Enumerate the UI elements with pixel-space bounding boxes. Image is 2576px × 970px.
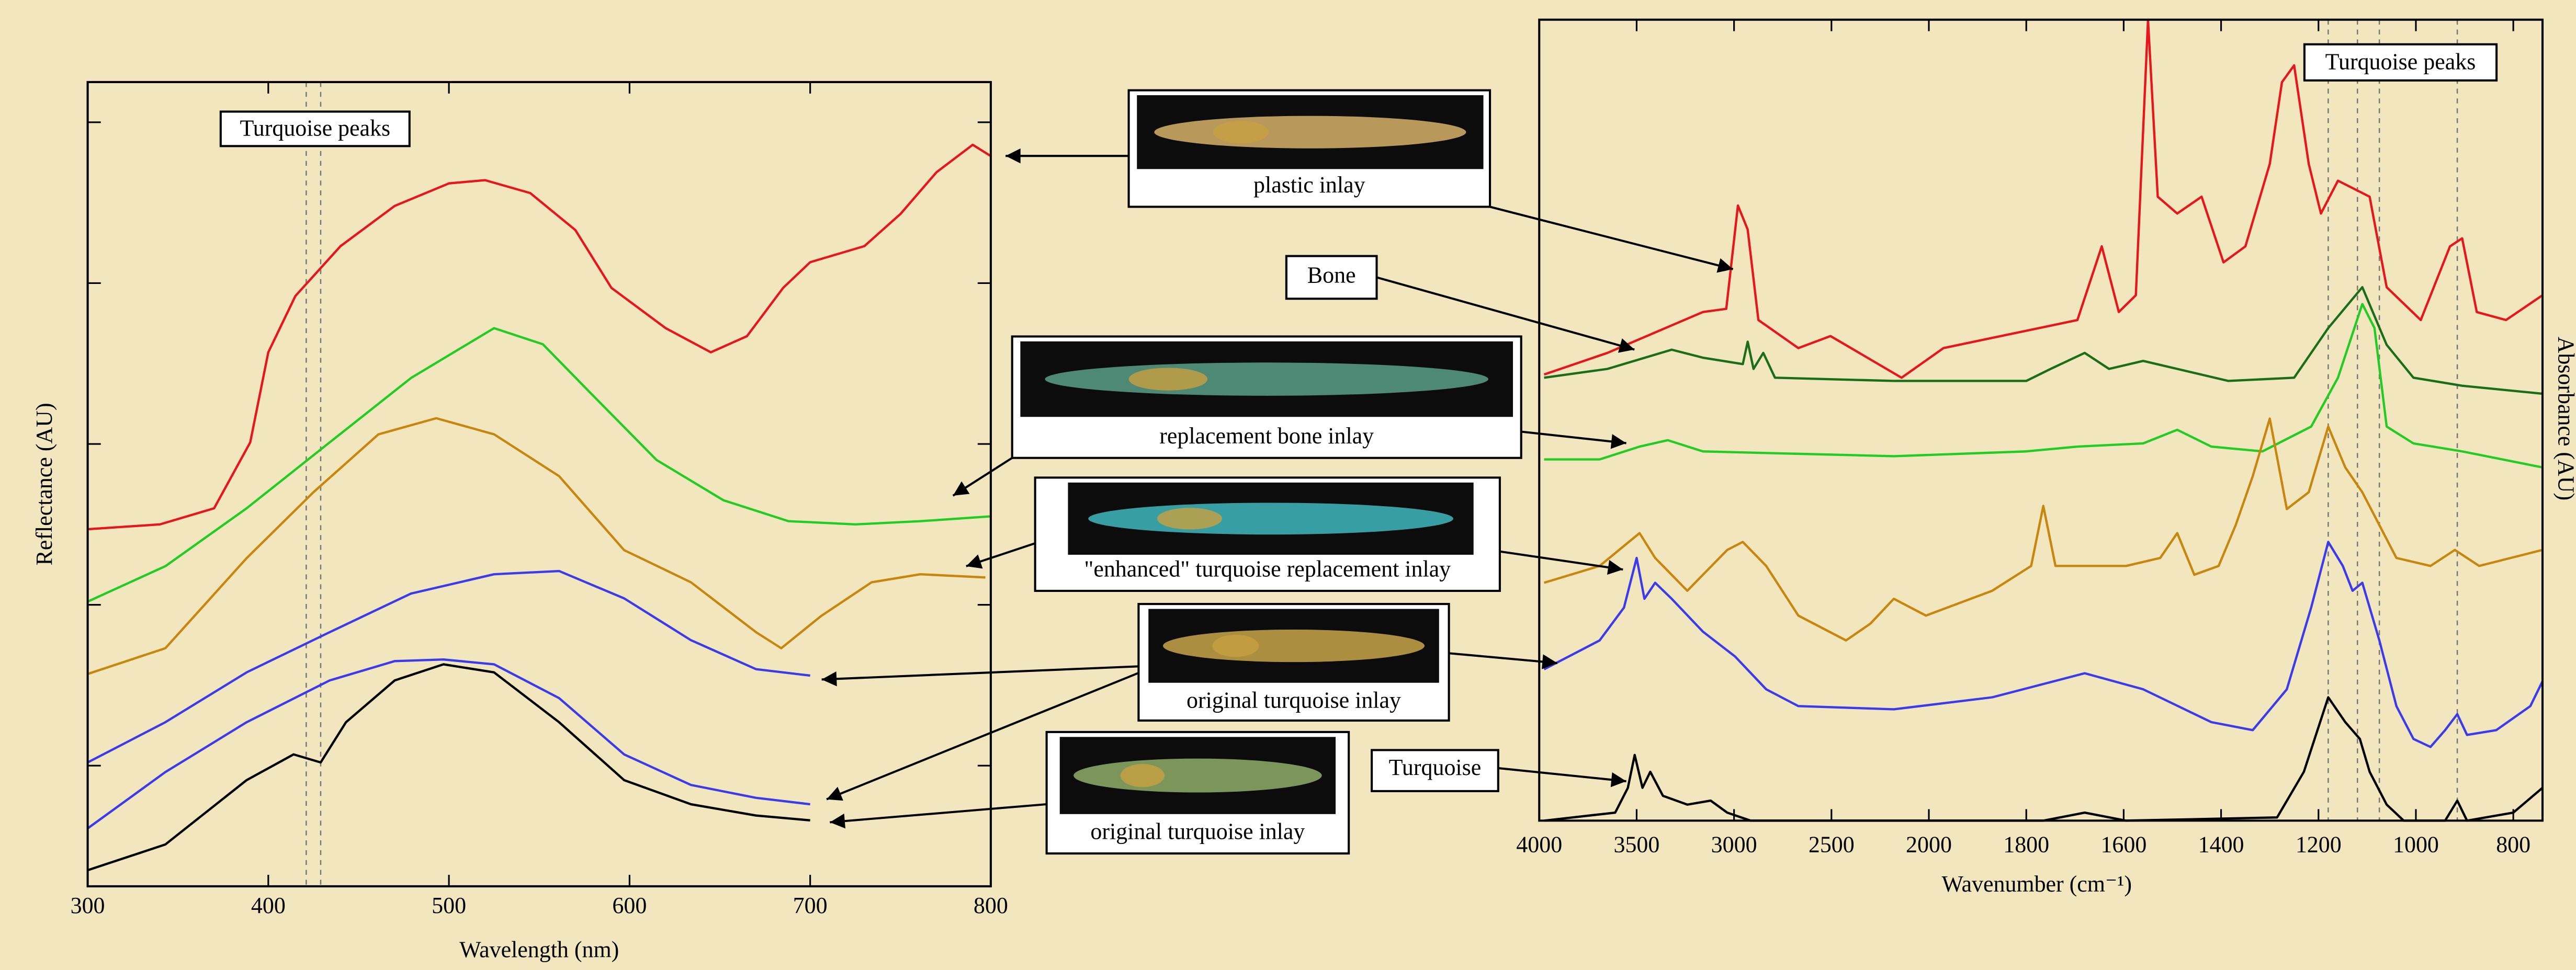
x-tick-label: 4000 — [1516, 832, 1562, 858]
x-tick-label: 1000 — [2393, 832, 2439, 858]
x-tick-label: 600 — [612, 893, 647, 918]
inlay-object — [1074, 759, 1322, 793]
x-tick-label: 300 — [71, 893, 105, 918]
x-tick-label: 800 — [974, 893, 1008, 918]
inlay-detail — [1157, 508, 1222, 529]
figure: 300 400 500 600 700 800 Wavelength (nm) Reflect… — [0, 0, 2576, 970]
inlay-object — [1088, 503, 1453, 534]
page: 300 400 500 600 700 800 Wavelength (nm) Reflect… — [0, 0, 2576, 970]
y-axis-label: Reflectance (AU) — [31, 403, 57, 565]
y-axis-label: Absorbance (AU) — [2554, 337, 2576, 501]
x-tick-label: 1600 — [2100, 832, 2146, 858]
inlay-object — [1045, 362, 1488, 396]
x-tick-label: 3500 — [1613, 832, 1659, 858]
x-tick-label: 3000 — [1711, 832, 1757, 858]
callout-label: plastic inlay — [1253, 172, 1365, 198]
callout-label: Turquoise — [1389, 755, 1482, 780]
x-tick-label: 2500 — [1809, 832, 1855, 858]
inlay-detail — [1213, 121, 1269, 143]
inlay-detail — [1121, 764, 1165, 787]
x-tick-label: 400 — [251, 893, 286, 918]
callout-label: Bone — [1307, 263, 1356, 288]
x-tick-label: 1400 — [2198, 832, 2244, 858]
x-axis-label: Wavelength (nm) — [459, 937, 619, 963]
x-tick-label: 1800 — [2003, 832, 2049, 858]
inlay-detail — [1129, 368, 1208, 390]
inlay-object — [1163, 630, 1425, 662]
inlay-object — [1154, 116, 1466, 149]
annotation-text: Turquoise peaks — [2325, 49, 2476, 74]
x-tick-label: 800 — [2496, 832, 2530, 858]
x-tick-label: 700 — [793, 893, 828, 918]
callout-label: "enhanced" turquoise replacement inlay — [1084, 556, 1451, 581]
x-tick-label: 1200 — [2296, 832, 2342, 858]
inlay-detail — [1212, 635, 1259, 657]
x-axis-label: Wavenumber (cm⁻¹) — [1942, 871, 2132, 897]
annotation-text: Turquoise peaks — [240, 116, 390, 141]
callout-label: original turquoise inlay — [1187, 687, 1401, 713]
callout-label: original turquoise inlay — [1090, 819, 1305, 845]
x-tick-label: 2000 — [1906, 832, 1952, 858]
x-tick-label: 500 — [432, 893, 466, 918]
callout-label: replacement bone inlay — [1159, 423, 1374, 449]
